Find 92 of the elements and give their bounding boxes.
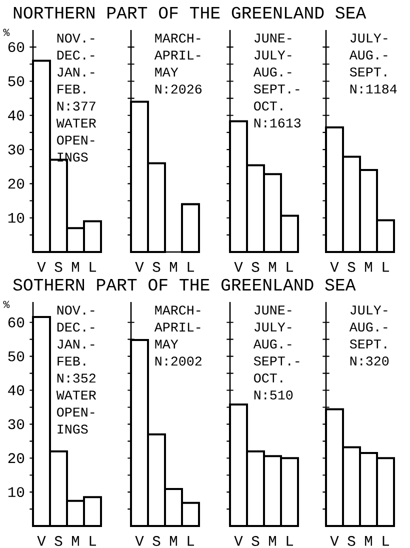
x-tick-label: S bbox=[152, 262, 160, 272]
x-tick-label: V bbox=[37, 536, 46, 546]
x-tick-label: S bbox=[252, 262, 260, 272]
x-tick-label: M bbox=[365, 262, 372, 272]
x-tick-label: S bbox=[348, 536, 356, 546]
annotation: NOV.- bbox=[57, 306, 94, 315]
y-tick-label: 40 bbox=[8, 385, 24, 396]
y-tick-label: 30 bbox=[8, 144, 24, 155]
annotation: OCT. bbox=[254, 101, 282, 111]
annotation: JULY- bbox=[350, 34, 388, 43]
x-tick-label: S bbox=[54, 536, 62, 546]
x-tick-label: M bbox=[72, 536, 79, 546]
x-tick-label: M bbox=[269, 536, 276, 546]
annotation: APRIL- bbox=[154, 50, 200, 60]
x-tick-label: V bbox=[37, 262, 46, 272]
x-tick-label: L bbox=[382, 262, 389, 272]
y-tick-label: 10 bbox=[8, 487, 24, 498]
y-tick-label: 50 bbox=[8, 351, 24, 362]
annotation: N:510 bbox=[254, 390, 293, 400]
annotation: FEB. bbox=[58, 356, 86, 366]
x-tick-label: V bbox=[135, 262, 144, 272]
annotation: AUG.- bbox=[349, 322, 388, 332]
text: NORTHERN PART OF THE GREENLAND SEA bbox=[14, 6, 366, 19]
annotation: JULY- bbox=[254, 322, 292, 332]
annotation: N:377 bbox=[57, 102, 96, 111]
y-tick-label: 20 bbox=[8, 453, 24, 464]
annotation: INGS bbox=[58, 152, 88, 162]
annotation: WATER bbox=[56, 118, 96, 128]
annotation: MAY bbox=[155, 68, 178, 77]
x-tick-label: V bbox=[234, 536, 243, 546]
y-tick-label: 60 bbox=[8, 42, 24, 52]
x-tick-label: V bbox=[330, 536, 339, 546]
x-tick-label: L bbox=[188, 262, 194, 272]
annotation: WATER bbox=[56, 390, 96, 400]
x-tick-label: V bbox=[135, 536, 144, 546]
annotation: FEB. bbox=[58, 84, 86, 94]
annotation: APRIL- bbox=[154, 322, 200, 332]
x-tick-label: S bbox=[252, 536, 260, 546]
annotation: SEPT.- bbox=[254, 84, 300, 94]
annotation: N:1613 bbox=[254, 118, 301, 128]
annotation: AUG.- bbox=[253, 67, 292, 77]
annotation: DEC.- bbox=[57, 322, 94, 332]
annotation: AUG.- bbox=[349, 50, 388, 60]
annotation: OCT. bbox=[254, 373, 282, 383]
annotation: JUNE- bbox=[254, 34, 292, 43]
annotation: OPEN- bbox=[57, 408, 94, 417]
x-tick-label: S bbox=[348, 262, 356, 272]
x-tick-label: V bbox=[234, 262, 243, 272]
y-tick-label: 40 bbox=[8, 110, 24, 120]
annotation: N:352 bbox=[57, 374, 96, 383]
annotation: SEPT.- bbox=[254, 356, 300, 366]
annotation: SEPT. bbox=[350, 339, 386, 349]
annotation: MAY bbox=[155, 340, 178, 349]
annotation: N:2002 bbox=[155, 356, 202, 366]
annotation: JAN.- bbox=[58, 340, 94, 349]
x-tick-label: S bbox=[152, 536, 160, 546]
x-tick-label: M bbox=[170, 536, 177, 546]
x-tick-label: M bbox=[170, 262, 177, 272]
annotation: AUG.- bbox=[253, 339, 292, 349]
x-tick-label: L bbox=[286, 262, 293, 272]
x-tick-label: M bbox=[365, 536, 372, 546]
x-tick-label: L bbox=[382, 536, 389, 546]
y-tick-label: 50 bbox=[8, 76, 24, 86]
x-tick-label: S bbox=[54, 262, 62, 272]
x-tick-label: V bbox=[330, 262, 339, 272]
y-axis-title: % bbox=[3, 300, 10, 308]
annotation: NOV.- bbox=[57, 34, 94, 43]
annotation: N:2026 bbox=[155, 84, 202, 94]
y-tick-label: 30 bbox=[8, 419, 24, 430]
y-tick-label: 20 bbox=[8, 178, 24, 189]
x-tick-label: L bbox=[188, 536, 194, 546]
annotation: SEPT. bbox=[350, 67, 386, 77]
annotation: INGS bbox=[58, 424, 88, 434]
x-tick-label: L bbox=[90, 536, 96, 546]
annotation: N:320 bbox=[350, 356, 389, 366]
annotation: DEC.- bbox=[57, 50, 94, 60]
x-tick-label: M bbox=[269, 262, 276, 272]
y-axis-title: % bbox=[3, 28, 10, 36]
annotation: JULY- bbox=[254, 50, 292, 60]
y-tick-label: 60 bbox=[8, 317, 24, 328]
annotation: OPEN- bbox=[57, 136, 94, 145]
x-tick-label: L bbox=[90, 262, 96, 272]
annotation: JULY- bbox=[350, 306, 388, 315]
y-tick-label: 10 bbox=[8, 212, 24, 223]
annotation: JUNE- bbox=[254, 306, 292, 315]
annotation: JAN.- bbox=[58, 68, 94, 77]
annotation: MARCH- bbox=[155, 34, 200, 43]
annotation: MARCH- bbox=[155, 306, 200, 315]
annotation: N:1184 bbox=[350, 84, 397, 94]
x-tick-label: M bbox=[72, 262, 79, 272]
x-tick-label: L bbox=[286, 536, 293, 546]
text: SOTHERN PART OF THE GREENLAND SEA bbox=[13, 278, 356, 291]
